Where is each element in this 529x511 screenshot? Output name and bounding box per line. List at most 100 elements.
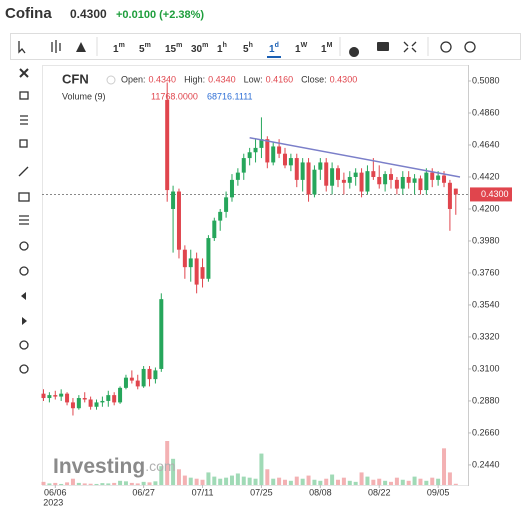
tool-icon[interactable] [19, 139, 28, 148]
candle-body [94, 402, 99, 407]
volume-bar [47, 483, 52, 485]
candle-body [294, 158, 299, 180]
candle-body [271, 146, 276, 163]
volume-bar [153, 481, 158, 485]
interval-button[interactable]: 1d [269, 42, 279, 55]
y-tick-label: 0.3320 [472, 331, 500, 341]
candle-body [330, 168, 335, 186]
interval-button[interactable]: 1m [113, 42, 125, 55]
trendline [249, 136, 461, 178]
candle-body [153, 370, 158, 380]
cross-icon[interactable] [19, 68, 29, 78]
candle-body [288, 158, 293, 166]
interval-number: 5 [139, 44, 145, 55]
load-icon[interactable] [464, 41, 476, 53]
volume-bar [141, 481, 146, 485]
candle-body [229, 179, 234, 198]
watermark-text: Investing.com [53, 455, 176, 478]
volume-bar [165, 441, 170, 485]
interval-button[interactable]: 1W [295, 42, 308, 55]
cursor-icon[interactable] [18, 41, 26, 54]
volume-bar [353, 481, 358, 485]
volume-bar [424, 480, 429, 485]
volume-bar [106, 483, 111, 485]
next-icon[interactable] [22, 317, 27, 325]
volume-bar [129, 482, 134, 485]
volume-bar [182, 475, 187, 485]
price: 0.4300 [70, 7, 107, 21]
volume-legend-value: 11768.0000 [151, 91, 198, 101]
candle-body [135, 380, 140, 387]
tool-icon[interactable] [19, 364, 29, 374]
volume-bar [94, 483, 99, 485]
candle-icon[interactable] [51, 40, 61, 53]
interval-number: 15 [165, 44, 177, 55]
interval-button[interactable]: 30m [191, 42, 208, 55]
candle-body [353, 172, 358, 177]
x-tick-label: 09/05 [427, 487, 450, 497]
fib-icon[interactable] [19, 215, 29, 225]
interval-unit: h [223, 42, 227, 49]
candle-body [277, 146, 282, 154]
left-toolbar [18, 68, 30, 374]
legend-value: 0.4340 [149, 74, 177, 84]
camera-icon[interactable] [377, 42, 389, 51]
candle-body [300, 162, 305, 180]
legend-symbol: CFN [62, 71, 89, 86]
interval-unit: m [119, 42, 125, 49]
candle-body [165, 99, 170, 191]
interval-unit: m [176, 42, 182, 49]
line-icon[interactable] [18, 166, 29, 177]
candle-body [341, 179, 346, 183]
tool-icon[interactable] [20, 115, 28, 125]
interval-number: 30 [191, 44, 203, 55]
settings-icon[interactable] [349, 47, 360, 57]
interval-button[interactable]: 15m [165, 42, 182, 55]
candle-body [312, 169, 317, 195]
candle-body [400, 176, 405, 189]
volume-bar [282, 479, 287, 485]
y-tick-label: 0.5080 [472, 75, 500, 85]
zoom-icon[interactable] [19, 241, 29, 251]
x-tick-label: 06/27 [132, 487, 155, 497]
save-icon[interactable] [440, 41, 452, 53]
volume-bar [341, 477, 346, 485]
rect-icon[interactable] [18, 192, 30, 202]
interval-button[interactable]: 5h [243, 42, 253, 55]
interval-button[interactable]: 1h [217, 42, 227, 55]
candle-body [171, 191, 176, 209]
watermark: Investing.com [53, 455, 176, 478]
volume-bar [277, 477, 282, 485]
area-icon[interactable] [76, 42, 86, 52]
fullscreen-icon[interactable] [403, 41, 417, 53]
interval-button[interactable]: 5m [139, 42, 151, 55]
volume-legend-ma: 68716.1111 [207, 91, 253, 101]
candle-body [200, 267, 205, 279]
y-tick-label: 0.3760 [472, 267, 500, 277]
tool-icon[interactable] [19, 91, 29, 100]
volume-bar [447, 472, 452, 485]
candle-body [65, 393, 70, 403]
interval-unit: m [145, 42, 151, 49]
change: +0.0100 (+2.38%) [116, 9, 204, 21]
watermark-main: Investing [53, 455, 145, 478]
volume-bar [406, 480, 411, 485]
candle-body [224, 197, 229, 212]
volume-bar [377, 478, 382, 485]
candle-body [336, 168, 340, 180]
interval-unit: h [249, 42, 253, 49]
volume-bar [224, 477, 229, 485]
interval-button[interactable]: 1M [321, 42, 333, 55]
candle-body [318, 162, 323, 170]
prev-icon[interactable] [21, 292, 26, 300]
zoom-icon[interactable] [19, 266, 29, 276]
last-price-label: 0.4300 [481, 189, 509, 199]
legend-value: 0.4160 [266, 74, 294, 84]
candle-body [82, 398, 87, 400]
volume-bar [300, 478, 305, 485]
tool-icon[interactable] [19, 340, 29, 350]
x-tick-label: 07/25 [250, 487, 273, 497]
volume-bar [100, 483, 105, 485]
volume-bar [412, 476, 417, 485]
